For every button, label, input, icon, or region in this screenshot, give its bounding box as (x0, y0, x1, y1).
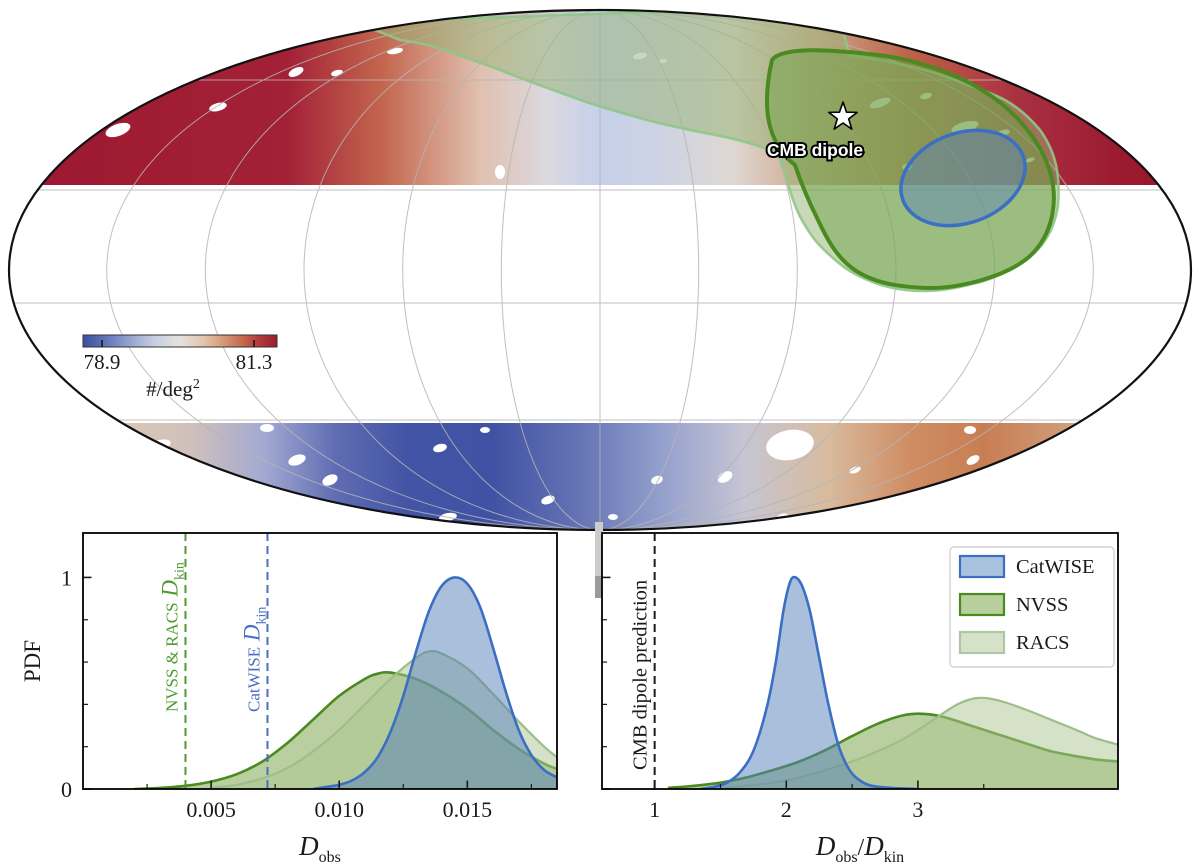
colorbar-max-label: 81.3 (236, 350, 273, 374)
cmb-dipole-marker: CMB dipole (765, 101, 865, 162)
panel-left-marker-label-0: NVSS & RACS Dkin (157, 562, 187, 712)
legend: CatWISE NVSS RACS (949, 546, 1115, 668)
legend-swatch-racs (958, 630, 1006, 655)
legend-label-catwise: CatWISE (1016, 556, 1095, 578)
colorbar-min-label: 78.9 (84, 350, 121, 374)
x-tick-label: 1 (649, 797, 660, 822)
x-tick-label: 0.010 (314, 797, 364, 822)
cmb-dipole-label: CMB dipole (767, 140, 864, 160)
panel-right-frame (601, 532, 1119, 790)
panel-left-xlabel: Dobs (298, 831, 341, 866)
y-tick-label: 1 (61, 565, 72, 590)
x-tick-label: 3 (912, 797, 923, 822)
panel-right-marker-label-0: CMB dipole prediction (630, 580, 652, 770)
panel-right-area-catwise (700, 577, 918, 789)
colorbar-bar (82, 334, 278, 348)
x-tick-label: 0.005 (186, 797, 236, 822)
catwise-contour (899, 128, 1027, 228)
legend-swatch-catwise (958, 554, 1006, 579)
panel-left-ylabel: PDF (20, 640, 45, 682)
panel-left-area-catwise (313, 577, 557, 789)
panel-right-line-catwise (700, 575, 918, 789)
colorbar-unit-text: #/deg (146, 377, 193, 401)
y-tick-label: 0 (61, 777, 72, 802)
legend-label-racs: RACS (1016, 632, 1070, 654)
panel-left-frame (82, 532, 558, 790)
nvss-contour (765, 48, 1056, 291)
pdf-panels: NVSS & RACS Dkin CatWISE Dkin 0.005 0.010 0.… (20, 532, 1119, 866)
panel-right-xlabel: Dobs/Dkin (815, 831, 904, 866)
colorbar-unit-sup: 2 (193, 377, 200, 392)
inter-panel-sliver (595, 522, 603, 598)
panel-right-area-racs (720, 697, 1118, 789)
star-icon (827, 101, 859, 130)
panel-left: NVSS & RACS Dkin CatWISE Dkin 0.005 0.010 0.… (20, 532, 558, 866)
x-tick-label: 2 (781, 797, 792, 822)
panel-left-line-catwise (313, 576, 557, 789)
legend-label-nvss: NVSS (1016, 594, 1068, 616)
legend-swatch-nvss (958, 592, 1006, 617)
panel-left-marker-label-1: CatWISE Dkin (239, 607, 269, 712)
colorbar-unit-label: #/deg2 (146, 377, 200, 401)
x-tick-label: 0.015 (443, 797, 493, 822)
skymap: CMB dipole 78.9 81.3 #/deg2 (7, 8, 1193, 532)
colorbar: 78.9 81.3 #/deg2 (82, 334, 278, 401)
